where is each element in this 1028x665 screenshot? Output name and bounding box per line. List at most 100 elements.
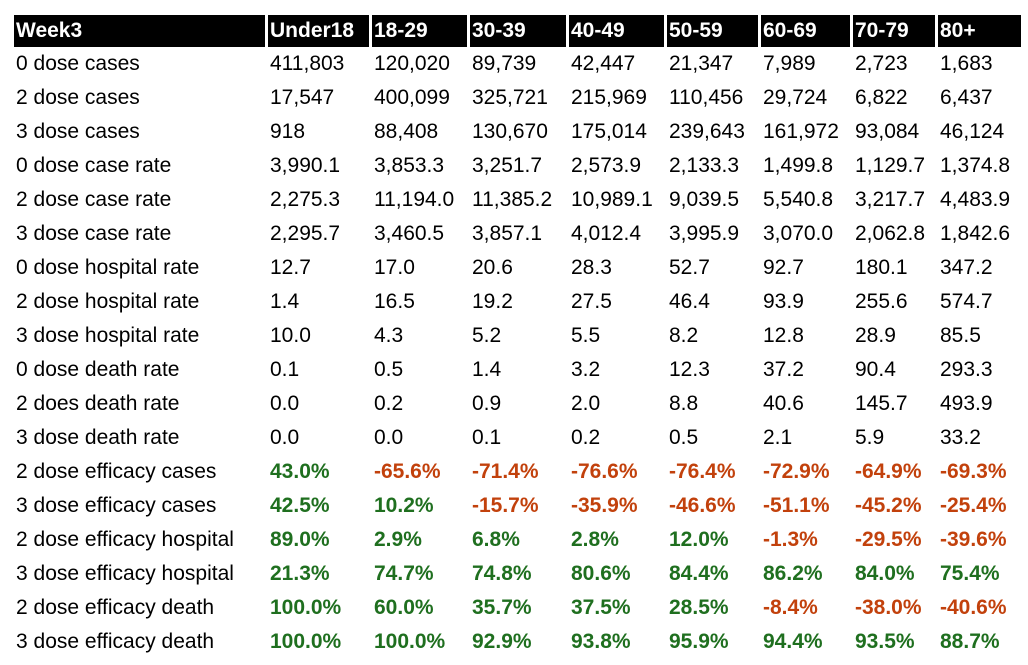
- value-cell: 325,721: [472, 86, 548, 109]
- value-cell: 145.7: [855, 392, 908, 415]
- header-age-group: 50-59: [667, 15, 758, 47]
- row-label: 2 dose cases: [16, 86, 140, 109]
- row-label: 2 does death rate: [16, 392, 180, 415]
- value-cell: 0.2: [374, 392, 404, 415]
- value-cell: 16.5: [374, 290, 415, 313]
- value-cell: 2,723: [855, 52, 908, 75]
- value-cell: 21,347: [669, 52, 734, 75]
- value-cell: 9,039.5: [669, 188, 740, 211]
- row-label: 0 dose cases: [16, 52, 140, 75]
- row-label: 0 dose case rate: [16, 154, 172, 177]
- value-cell: 5,540.8: [763, 188, 834, 211]
- value-cell: 3,217.7: [855, 188, 926, 211]
- value-cell: 400,099: [374, 86, 450, 109]
- value-cell: 3,995.9: [669, 222, 740, 245]
- row-label: 3 dose hospital rate: [16, 324, 200, 347]
- value-cell: 1,683: [940, 52, 993, 75]
- row-label: 2 dose efficacy cases: [16, 460, 217, 483]
- efficacy-cell: 6.8%: [472, 528, 520, 551]
- efficacy-cell: 21.3%: [270, 562, 330, 585]
- table-row: 0 dose case rate 3,990.1 3,853.3 3,251.7 2,5…: [14, 149, 1021, 183]
- value-cell: 255.6: [855, 290, 908, 313]
- value-cell: 93.9: [763, 290, 804, 313]
- efficacy-cell: 60.0%: [374, 596, 434, 619]
- row-label: 2 dose efficacy death: [16, 596, 215, 619]
- table-row: 3 dose efficacy cases 42.5% 10.2% -15.7% -35…: [14, 489, 1021, 523]
- efficacy-cell: 94.4%: [763, 630, 823, 653]
- efficacy-cell: -8.4%: [763, 596, 818, 619]
- efficacy-cell: 100.0%: [270, 630, 342, 653]
- row-label: 2 dose efficacy hospital: [16, 528, 234, 551]
- value-cell: 42,447: [571, 52, 636, 75]
- value-cell: 1.4: [270, 290, 300, 313]
- value-cell: 6,437: [940, 86, 993, 109]
- value-cell: 175,014: [571, 120, 647, 143]
- header-age-group: Under18: [268, 15, 369, 47]
- efficacy-cell: 74.8%: [472, 562, 532, 585]
- header-row: Week3 Under18 18-29 30-39 40-49 50-59 60-69 70-…: [14, 15, 1021, 47]
- value-cell: 52.7: [669, 256, 710, 279]
- table-row: 2 dose efficacy cases 43.0% -65.6% -71.4% -7…: [14, 455, 1021, 489]
- efficacy-cell: 89.0%: [270, 528, 330, 551]
- data-table-container: Week3 Under18 18-29 30-39 40-49 50-59 60-69 70-…: [14, 15, 1024, 659]
- efficacy-cell: -64.9%: [855, 460, 922, 483]
- value-cell: 0.1: [472, 426, 502, 449]
- value-cell: 10,989.1: [571, 188, 653, 211]
- row-label: 3 dose efficacy cases: [16, 494, 217, 517]
- header-age-group: 80+: [938, 15, 1021, 47]
- efficacy-cell: 100.0%: [374, 630, 446, 653]
- header-week-label: Week3: [14, 15, 265, 47]
- value-cell: 2.0: [571, 392, 601, 415]
- value-cell: 239,643: [669, 120, 745, 143]
- row-label: 3 dose case rate: [16, 222, 172, 245]
- value-cell: 293.3: [940, 358, 993, 381]
- efficacy-cell: 93.5%: [855, 630, 915, 653]
- value-cell: 3.2: [571, 358, 601, 381]
- vaccine-efficacy-table: Week3 Under18 18-29 30-39 40-49 50-59 60-69 70-…: [11, 15, 1024, 659]
- value-cell: 2,295.7: [270, 222, 341, 245]
- value-cell: 215,969: [571, 86, 647, 109]
- efficacy-cell: -38.0%: [855, 596, 922, 619]
- table-row: 2 dose efficacy hospital 89.0% 2.9% 6.8% 2.8…: [14, 523, 1021, 557]
- value-cell: 3,990.1: [270, 154, 341, 177]
- table-row: 0 dose hospital rate 12.7 17.0 20.6 28.3 52.7…: [14, 251, 1021, 285]
- value-cell: 12.3: [669, 358, 710, 381]
- efficacy-cell: -29.5%: [855, 528, 922, 551]
- value-cell: 0.2: [571, 426, 601, 449]
- value-cell: 180.1: [855, 256, 908, 279]
- value-cell: 3,070.0: [763, 222, 834, 245]
- value-cell: 29,724: [763, 86, 828, 109]
- value-cell: 33.2: [940, 426, 981, 449]
- row-label: 0 dose hospital rate: [16, 256, 200, 279]
- row-label: 3 dose efficacy hospital: [16, 562, 234, 585]
- efficacy-cell: 80.6%: [571, 562, 631, 585]
- value-cell: 10.0: [270, 324, 311, 347]
- value-cell: 347.2: [940, 256, 993, 279]
- row-label: 3 dose death rate: [16, 426, 180, 449]
- value-cell: 28.3: [571, 256, 612, 279]
- table-row: 3 dose efficacy death 100.0% 100.0% 92.9% 93…: [14, 625, 1021, 659]
- efficacy-cell: 2.9%: [374, 528, 422, 551]
- value-cell: 1,129.7: [855, 154, 926, 177]
- row-label: 3 dose efficacy death: [16, 630, 215, 653]
- efficacy-cell: 12.0%: [669, 528, 729, 551]
- value-cell: 19.2: [472, 290, 513, 313]
- efficacy-cell: 75.4%: [940, 562, 1000, 585]
- value-cell: 0.0: [270, 426, 300, 449]
- value-cell: 89,739: [472, 52, 537, 75]
- value-cell: 8.8: [669, 392, 699, 415]
- value-cell: 37.2: [763, 358, 804, 381]
- value-cell: 27.5: [571, 290, 612, 313]
- value-cell: 493.9: [940, 392, 993, 415]
- value-cell: 3,857.1: [472, 222, 543, 245]
- row-label: 2 dose case rate: [16, 188, 172, 211]
- efficacy-cell: -35.9%: [571, 494, 638, 517]
- row-label: 0 dose death rate: [16, 358, 180, 381]
- value-cell: 130,670: [472, 120, 548, 143]
- value-cell: 120,020: [374, 52, 450, 75]
- value-cell: 88,408: [374, 120, 439, 143]
- efficacy-cell: -1.3%: [763, 528, 818, 551]
- efficacy-cell: -25.4%: [940, 494, 1007, 517]
- value-cell: 17,547: [270, 86, 335, 109]
- efficacy-cell: -51.1%: [763, 494, 830, 517]
